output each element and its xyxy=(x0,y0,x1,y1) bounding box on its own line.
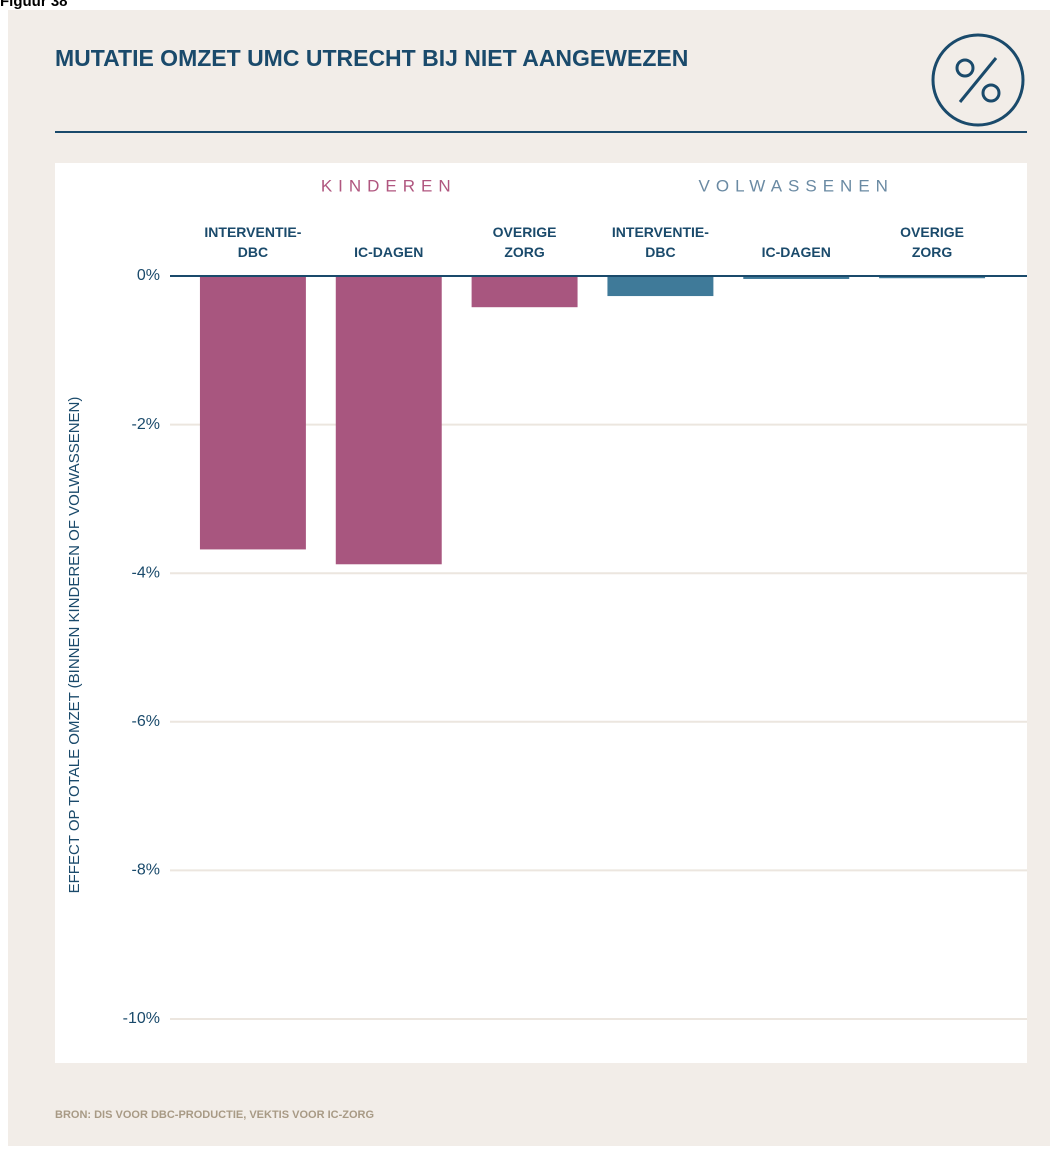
bar xyxy=(335,276,442,565)
x-tick-label: INTERVENTIE-DBC xyxy=(204,224,301,260)
y-tick-label: 0% xyxy=(137,267,160,284)
x-tick-label: OVERIGE ZORG xyxy=(900,224,964,260)
x-tick-label: IC-DAGEN xyxy=(762,244,831,260)
bar xyxy=(199,276,306,550)
x-tick-label: IC-DAGEN xyxy=(354,244,423,260)
y-tick-label: -8% xyxy=(132,862,160,879)
bar xyxy=(743,276,850,279)
chart-title: MUTATIE OMZET UMC UTRECHT BIJ NIET AANGE… xyxy=(55,45,688,71)
y-tick-label: -4% xyxy=(132,564,160,581)
x-tick-label: OVERIGE ZORG xyxy=(493,224,557,260)
legend-label: VOLWASSENEN xyxy=(699,176,894,195)
percent-icon xyxy=(931,33,1025,127)
y-axis-label: EFFECT OP TOTALE OMZET (BINNEN KINDEREN … xyxy=(66,397,83,894)
figure-label: Figuur 38 xyxy=(0,0,68,10)
legend-label: KINDEREN xyxy=(321,176,457,195)
bar xyxy=(471,276,578,308)
y-tick-label: -6% xyxy=(132,713,160,730)
bar xyxy=(607,276,714,297)
bar xyxy=(879,276,986,279)
y-tick-label: -2% xyxy=(132,416,160,433)
source: BRON: DIS VOOR DBC-PRODUCTIE, VEKTIS VOO… xyxy=(55,1109,374,1121)
y-tick-label: -10% xyxy=(123,1010,160,1027)
x-tick-label: INTERVENTIE-DBC xyxy=(612,224,709,260)
